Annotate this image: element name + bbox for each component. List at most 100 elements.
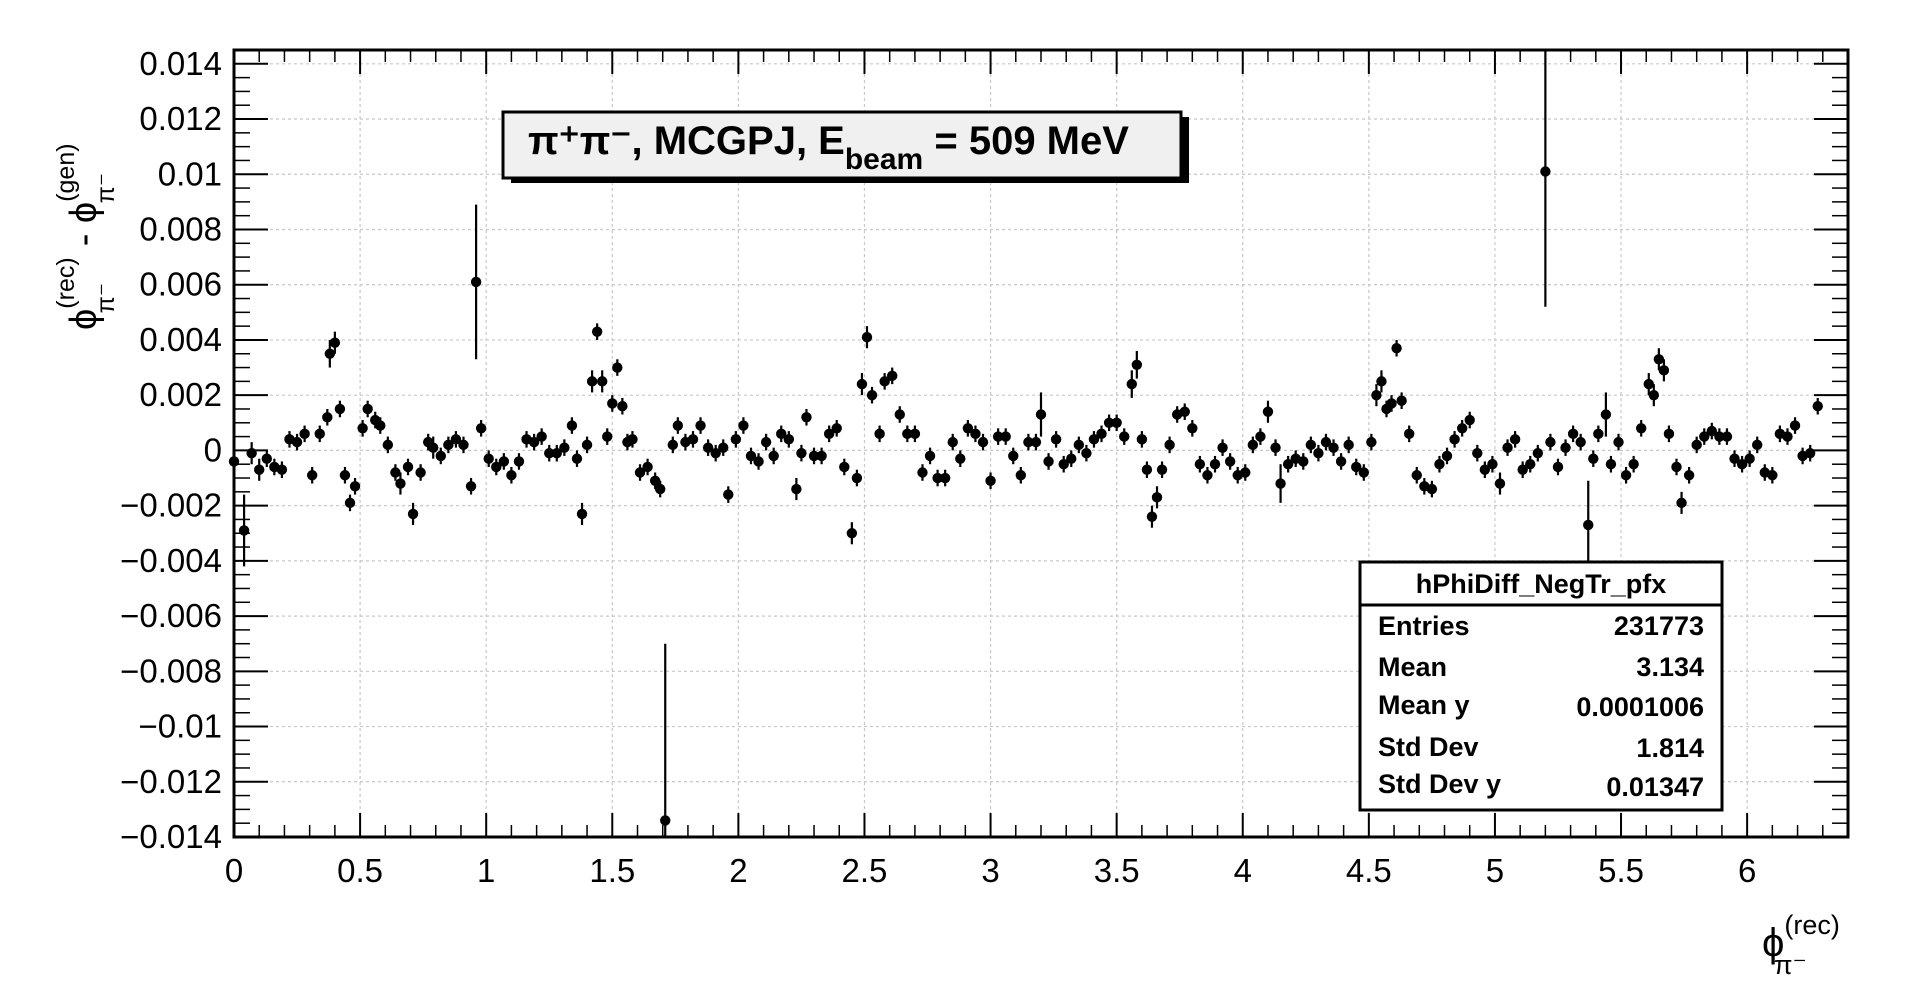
data-point [1313,444,1324,462]
data-point [1560,439,1571,456]
x-tick-label: 5 [1486,852,1504,889]
y-tick-label: 0 [204,431,222,468]
data-point [475,420,487,437]
data-point [695,417,706,434]
point-marker [1434,459,1445,470]
point-marker [591,326,603,337]
point-marker [382,439,394,451]
data-point [1187,420,1198,437]
point-marker [1386,398,1397,409]
point-marker [917,467,928,478]
stats-label-entries: Entries [1378,611,1470,641]
data-point [1335,453,1347,470]
data-point [513,453,525,470]
x-axis: 0 0.5 1 1.5 2 2.5 3 3.5 4 4.5 5 5.5 6 [225,50,1849,889]
data-point [1103,414,1115,432]
data-point [1721,428,1733,445]
point-marker [581,439,593,451]
y-tick-label: −0.008 [120,652,222,689]
point-marker [796,447,807,459]
data-point [874,425,885,443]
point-marker [1023,436,1034,448]
data-point [1224,453,1236,470]
point-marker [1351,461,1362,473]
data-point [723,486,734,503]
data-point [1517,461,1528,479]
x-tick-label: 0 [225,852,243,889]
data-point [544,444,555,462]
data-point [1456,420,1468,437]
data-point [314,425,325,443]
data-point [1111,414,1122,432]
y-tick-label: 0.008 [139,210,222,247]
point-marker [551,447,562,459]
point-marker [390,467,401,478]
point-marker [879,376,890,387]
data-point [667,436,679,454]
point-marker [559,442,570,453]
point-marker [1262,406,1274,417]
data-point [362,400,373,418]
data-point [816,447,827,465]
point-marker [1509,434,1521,445]
point-marker [602,431,613,442]
point-marker [1194,459,1206,470]
y-tick-label: −0.01 [139,708,223,745]
point-marker [667,439,679,451]
data-point [1023,433,1034,451]
point-marker [1782,431,1793,442]
point-marker [339,470,351,481]
data-point [831,420,842,437]
data-point [1015,466,1027,484]
data-point [1804,444,1816,462]
point-marker [856,378,868,390]
point-marker [1767,470,1778,481]
point-marker [791,483,802,495]
point-marker [783,434,795,445]
point-marker [1015,470,1027,481]
point-marker [1517,464,1528,475]
point-marker [1305,439,1317,451]
point-marker [458,439,469,451]
point-marker [1131,359,1143,370]
point-marker [1593,428,1604,440]
data-point [1275,464,1286,503]
point-marker [1560,442,1571,453]
data-point [783,431,795,448]
point-marker [718,442,729,453]
point-marker [443,439,454,451]
data-point [261,450,272,467]
data-point [1648,384,1660,407]
data-point [1464,411,1475,429]
data-point [902,425,913,443]
point-marker [1343,439,1354,451]
data-point [1502,439,1513,456]
point-marker [566,420,578,431]
data-point [612,359,623,376]
data-point [349,478,361,495]
point-marker [1136,434,1148,445]
point-marker [985,475,996,486]
data-point [1073,436,1085,454]
stats-value-std-dev: 1.814 [1636,733,1704,763]
data-point [1376,370,1387,393]
y-tick-label: 0.01 [158,155,222,192]
point-marker [1744,453,1755,464]
point-marker [1058,459,1069,470]
data-point [1525,455,1536,473]
data-point [576,502,588,525]
data-point [924,447,936,465]
point-marker [1588,453,1599,464]
data-point [1366,433,1377,451]
data-point [1411,466,1422,484]
point-marker [1202,470,1213,481]
data-point [1729,450,1740,467]
point-marker [1812,401,1823,412]
point-marker [823,428,835,440]
x-tick-label: 2.5 [842,852,888,889]
point-marker [1605,459,1617,470]
data-point [808,447,820,465]
data-point [1620,466,1632,484]
data-point [939,469,951,487]
data-point [1320,433,1332,451]
